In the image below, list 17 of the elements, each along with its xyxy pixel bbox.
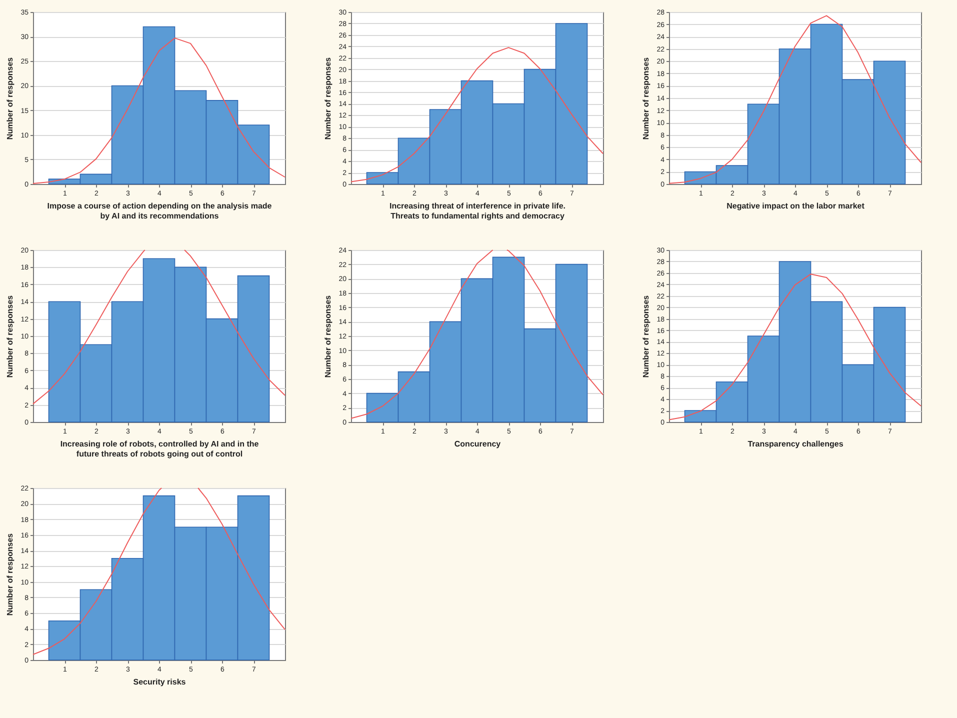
x-axis-title: Transparency challenges [748, 440, 844, 448]
y-axis-title: Number of responses [324, 56, 333, 140]
y-axis-title: Number of responses [324, 294, 333, 378]
line-series [668, 274, 922, 420]
x-axis-title: Increasing threat of interference in private life. Threats to fundamental rights and democracy [389, 202, 566, 220]
x-axis-title: Impose a course of action depending on the analysis made by AI and its recommendations [47, 202, 272, 220]
x-axis-title: Increasing role of robots, controlled by AI and in the future threats of robots going out of control [60, 440, 260, 458]
x-axis-title: Negative impact on the labor market [726, 202, 865, 210]
x-axis-title: Security risks [133, 678, 186, 686]
y-axis-title: Number of responses [642, 294, 651, 378]
y-axis-title: Number of responses [6, 294, 15, 378]
line-series [668, 15, 922, 184]
x-axis-title: Concurency [454, 440, 502, 448]
y-axis-title: Number of responses [6, 56, 15, 140]
y-axis-title: Number of responses [6, 532, 15, 616]
y-axis-title: Number of responses [642, 56, 651, 140]
line-series [350, 47, 604, 182]
